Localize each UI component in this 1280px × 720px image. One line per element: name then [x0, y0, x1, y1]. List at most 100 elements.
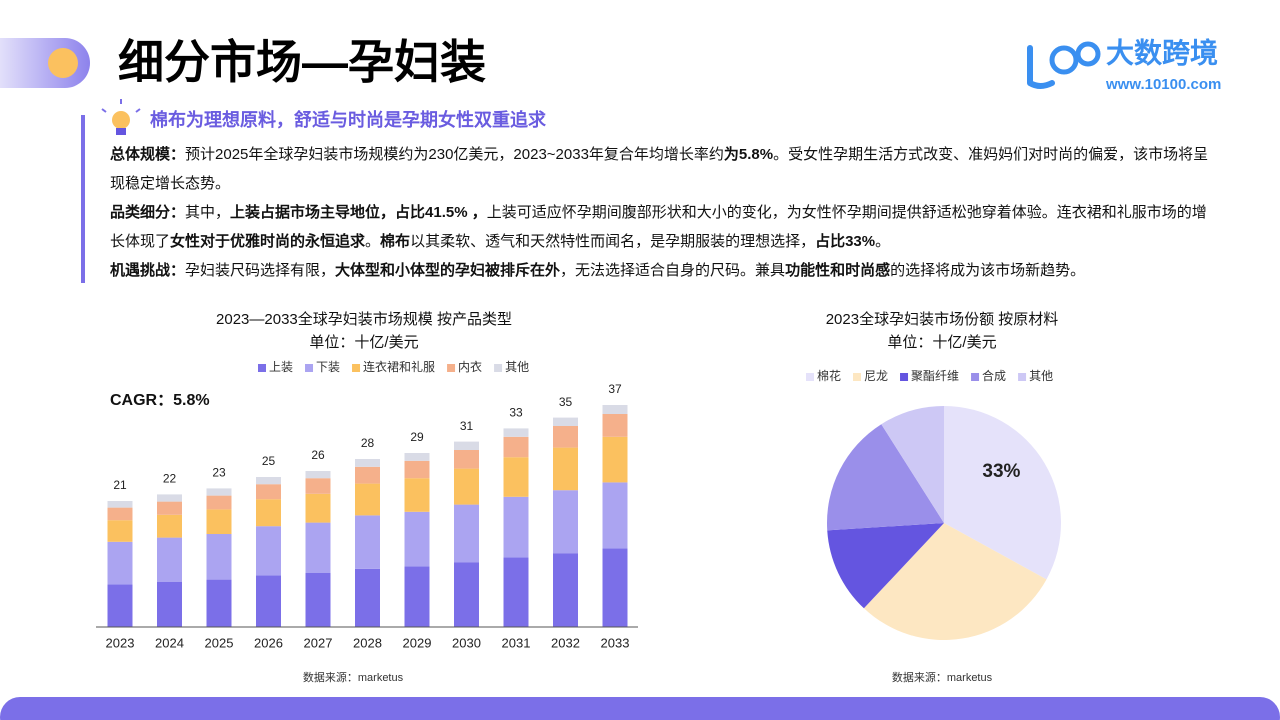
bar-segment: [355, 466, 380, 484]
x-tick-label: 2033: [601, 635, 630, 650]
chart-title: 2023—2033全球孕妇装市场规模 按产品类型: [216, 310, 512, 328]
bar-segment: [602, 548, 628, 627]
legend-label: 棉花: [817, 368, 841, 383]
bar-segment: [256, 477, 281, 485]
bar-segment: [305, 573, 331, 627]
paragraph: 品类细分：其中，上装占据市场主导地位，占比41.5% ，上装可适应怀孕期间腹部形…: [110, 198, 1220, 256]
bar-segment: [503, 428, 529, 437]
bar-segment: [503, 496, 529, 558]
bar-segment: [206, 579, 232, 627]
text-bar: [81, 115, 85, 283]
bar-segment: [553, 426, 578, 448]
text-run: 其中，: [185, 204, 231, 221]
bar-segment: [602, 482, 628, 549]
legend-swatch: [494, 364, 503, 372]
bar-segment: [157, 537, 182, 582]
bar-segment: [454, 468, 479, 505]
bar-segment: [553, 417, 578, 426]
text-run: 上装可适应怀孕期间腹部形状和大小的变化，为女性怀孕期间提供舒适松弛穿着体验。连衣…: [110, 204, 1207, 250]
bar-segment: [602, 405, 628, 414]
text-run: 。受女性孕期生活方式改变、准妈妈们对时尚的偏爱，该市场将呈现稳定增长态势。: [110, 146, 1209, 192]
total-label: 26: [311, 448, 325, 462]
annotation: CAGR：5.8%: [110, 392, 210, 409]
x-tick-label: 2027: [304, 635, 333, 650]
bar-segment: [454, 562, 479, 627]
pie-slice: [944, 406, 1061, 580]
body-text: 总体规模：预计2025年全球孕妇装市场规模约为230亿美元，2023~2033年…: [110, 140, 1220, 285]
bar-segment: [305, 493, 331, 523]
x-tick-label: 2032: [551, 635, 580, 650]
text-run: 为5.8%: [723, 146, 774, 163]
x-tick-label: 2029: [403, 635, 432, 650]
text-run: 机遇挑战：: [110, 262, 186, 279]
bar-segment: [107, 520, 133, 542]
paragraph: 总体规模：预计2025年全球孕妇装市场规模约为230亿美元，2023~2033年…: [110, 140, 1220, 198]
x-tick-label: 2025: [205, 635, 234, 650]
text-run: 品类细分：: [110, 204, 186, 221]
total-label: 37: [608, 382, 622, 396]
legend-swatch: [853, 373, 862, 381]
legend-label: 上装: [269, 360, 293, 374]
pie-slice: [827, 424, 944, 531]
bar-segment: [355, 459, 380, 467]
text-run: 的选择将成为该市场新趋势。: [890, 262, 1086, 279]
chart-title: 2023全球孕妇装市场份额 按原材料: [826, 310, 1059, 328]
total-label: 31: [460, 419, 474, 433]
x-tick-label: 2031: [502, 635, 531, 650]
bar-segment: [305, 478, 331, 494]
total-label: 22: [163, 472, 177, 486]
bar-segment: [355, 483, 380, 516]
legend-label: 合成: [982, 368, 1006, 383]
legend-label: 其他: [1029, 369, 1053, 383]
legend-label: 内衣: [458, 359, 482, 374]
text-run: 女性对于优雅时尚的永恒追求: [170, 233, 366, 250]
text-run: 预计2025年全球孕妇装市场规模约为230亿美元，2023~2033年复合年均增…: [185, 146, 724, 163]
bar-segment: [404, 511, 430, 567]
pie-slice: [881, 406, 944, 523]
bar-segment: [355, 515, 380, 569]
total-label: 21: [113, 478, 127, 492]
bar-segment: [404, 566, 430, 627]
bar-segment: [157, 494, 182, 502]
subtitle: 棉布为理想原料，舒适与时尚是孕期女性双重追求: [150, 109, 547, 130]
text-run: 。: [875, 233, 891, 250]
legend-swatch: [900, 373, 909, 381]
bar-segment: [553, 490, 578, 554]
bar-segment: [206, 488, 232, 496]
text-run: 棉布: [380, 233, 411, 250]
x-tick-label: 2026: [254, 635, 283, 650]
bar-segment: [256, 575, 281, 627]
bar-segment: [256, 484, 281, 500]
bar-segment: [107, 584, 133, 627]
text-run: ，无法选择适合自身的尺码。兼具: [560, 262, 786, 279]
bar-segment: [206, 509, 232, 534]
legend-swatch: [258, 364, 266, 372]
bar-segment: [157, 501, 182, 515]
total-label: 35: [559, 395, 573, 409]
total-label: 28: [361, 436, 375, 450]
text-run: 以其柔软、透气和天然特性而闻名，是孕期服装的理想选择，: [410, 233, 816, 250]
source: 数据来源：marketus: [303, 670, 404, 684]
x-tick-label: 2030: [452, 635, 481, 650]
bar-segment: [454, 441, 479, 450]
legend-label: 下装: [316, 360, 340, 374]
bar-segment: [602, 436, 628, 483]
bar-segment: [454, 450, 479, 469]
text-run: 。: [365, 233, 381, 250]
bar-segment: [107, 507, 133, 521]
header-dot: [48, 48, 78, 78]
bar-segment: [206, 495, 232, 510]
total-label: 23: [212, 466, 226, 480]
bar-segment: [553, 553, 578, 627]
x-tick-label: 2024: [155, 635, 184, 650]
brand-url: www.10100.com: [1105, 76, 1221, 93]
paragraph: 机遇挑战：孕妇装尺码选择有限，大体型和小体型的孕妇被排斥在外，无法选择适合自身的…: [110, 256, 1220, 285]
legend-label: 连衣裙和礼服: [363, 359, 435, 374]
bar-segment: [503, 436, 529, 458]
bar-segment: [206, 534, 232, 580]
text-run: 上装占据市场主导地位，占比41.5% ，: [230, 204, 487, 221]
bar-segment: [256, 526, 281, 576]
bulb-icon: [101, 99, 141, 135]
total-label: 33: [509, 406, 523, 420]
